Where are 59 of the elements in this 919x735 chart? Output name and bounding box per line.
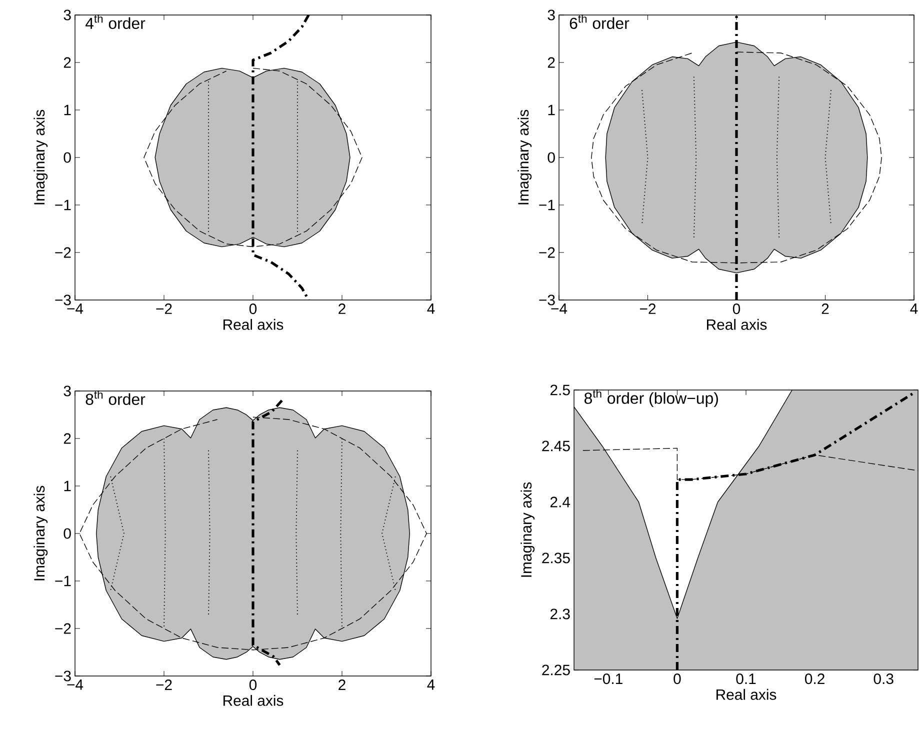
x-tick-label: 0 [249,680,257,690]
y-tick-label: 1 [548,104,555,116]
y-tick-label: 2 [548,57,555,68]
y-tick-label: −2 [55,623,71,634]
x-tick-label: 0.2 [805,674,824,684]
y-tick-label: 3 [548,10,555,20]
x-tick-label: −4 [67,304,84,314]
y-tick-label: 2.5 [550,384,570,396]
y-axis-title: Imaginary axis [520,482,535,577]
x-tick-label: −4 [551,304,568,314]
x-tick-label: −2 [640,304,656,314]
x-tick-label: −0.1 [594,674,622,684]
x-axis-title: Real axis [706,318,767,330]
x-tick-label: 2 [338,304,346,314]
x-tick-label: −2 [156,680,172,690]
y-tick-label: 1 [64,104,71,116]
x-tick-label: 0 [249,304,257,314]
y-tick-label: −3 [55,670,71,682]
x-tick-label: 2 [338,680,346,690]
y-tick-label: 2.4 [550,496,570,508]
y-tick-label: 2 [64,57,71,68]
x-axis-title: Real axis [223,694,284,706]
y-tick-label: −3 [55,294,71,306]
x-axis-title: Real axis [716,688,776,700]
y-tick-label: 0 [64,528,71,539]
x-tick-label: 2 [822,304,829,314]
y-tick-label: 0 [548,152,555,163]
x-tick-label: 0 [732,304,740,314]
y-tick-label: −2 [539,247,555,258]
y-axis-title: Imaginary axis [34,110,48,204]
x-tick-label: 0 [674,674,681,684]
y-tick-label: −2 [55,247,71,258]
x-tick-label: 4 [427,680,435,690]
chart-title: 8$^{th}$ order (blow−up) [584,389,718,408]
chart-title: 8$^{th}$ order [86,390,146,405]
y-axis-title: Imaginary axis [34,486,48,580]
y-tick-label: −3 [539,294,555,306]
y-tick-label: 1 [64,480,71,492]
y-tick-label: 3 [64,10,71,20]
y-tick-label: 2.45 [542,440,570,452]
y-tick-label: −1 [55,576,71,586]
y-tick-label: 2.25 [542,664,570,676]
y-axis-title: Imaginary axis [518,110,532,204]
y-tick-label: −1 [539,200,555,210]
y-tick-label: 2.3 [550,608,570,620]
y-tick-label: 0 [64,152,71,163]
x-tick-label: −2 [156,304,172,314]
y-tick-label: 3 [64,386,71,396]
x-tick-label: 0.1 [736,674,756,684]
x-tick-label: 4 [910,304,918,314]
y-tick-label: −1 [55,200,71,210]
chart-title: 4$^{th}$ order [85,14,146,29]
x-tick-label: 0.3 [874,674,894,684]
chart-title: 6$^{th}$ order [570,14,630,29]
y-tick-label: 2.35 [542,552,570,564]
x-tick-label: −4 [67,680,84,690]
x-axis-title: Real axis [223,318,284,330]
x-tick-label: 4 [427,304,435,314]
y-tick-label: 2 [64,433,71,444]
